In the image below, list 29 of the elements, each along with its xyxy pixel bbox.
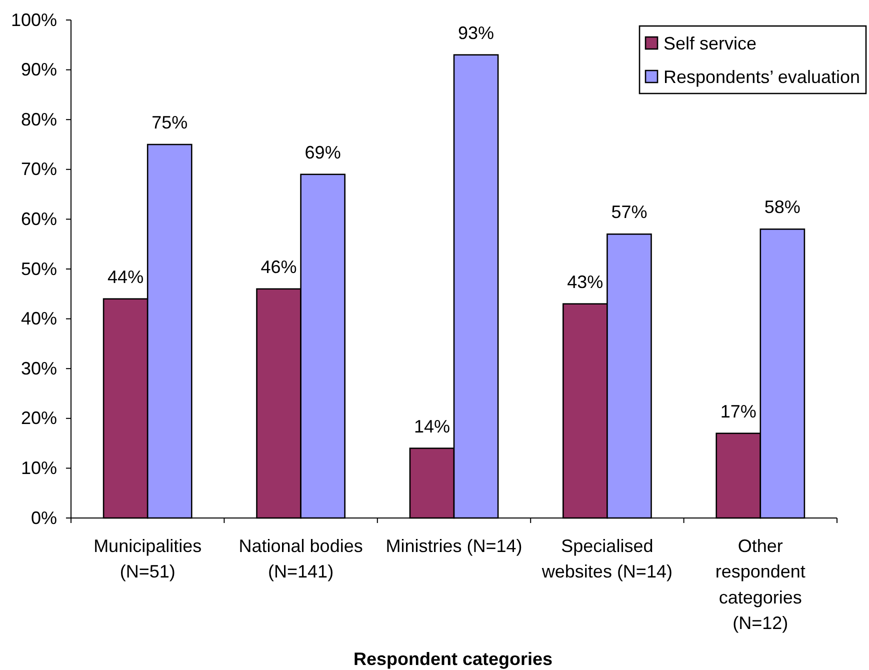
y-tick-label: 40% [20,308,57,329]
data-label: 58% [764,197,800,218]
x-tick-label: National bodies (N=141) [238,536,363,582]
x-axis-title: Respondent categories [353,649,553,669]
data-label: 93% [458,22,494,43]
x-tick-label: Specialised websites (N=14) [540,536,672,582]
y-tick-label: 70% [20,159,57,180]
data-label: 57% [611,202,648,222]
y-tick-label: 100% [10,10,57,30]
x-tick-label: Municipalities (N=51) [94,536,202,582]
y-tick-label: 30% [20,358,57,378]
data-label: 46% [260,256,297,277]
data-label: 14% [414,416,450,436]
x-tick-label: Ministries (N=14) [386,536,522,556]
y-tick-label: 50% [20,258,57,279]
y-tick-label: 90% [20,60,57,80]
data-label: 75% [152,112,188,132]
data-label: 43% [567,272,604,292]
legend-label: Respondents’ evaluation [664,67,860,87]
x-tick-label: Other respondent categories (N=12) [715,536,806,634]
y-tick-label: 0% [30,508,57,528]
y-tick-label: 60% [20,208,57,229]
data-label: 44% [108,266,144,287]
y-tick-label: 80% [20,109,57,130]
data-label: 17% [720,401,756,422]
y-tick-label: 10% [20,458,57,478]
legend-label: Self service [664,34,757,54]
y-tick-label: 20% [20,408,57,428]
data-label: 69% [304,142,341,162]
